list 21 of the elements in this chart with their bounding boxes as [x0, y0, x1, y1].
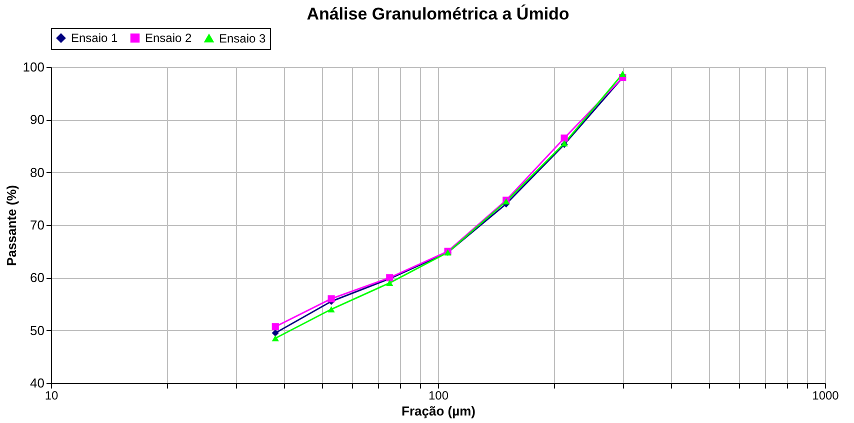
y-tick-label: 80 [30, 164, 44, 180]
point [619, 70, 626, 77]
point [328, 306, 335, 312]
x-axis-title: Fração (µm) [402, 404, 476, 418]
legend-label: Ensaio 1 [71, 31, 118, 46]
y-tick-label: 90 [30, 112, 44, 128]
chart-title: Análise Granulométrica a Úmido [306, 4, 570, 24]
y-tick-label: 40 [30, 376, 44, 390]
y-tick-label: 50 [30, 322, 44, 338]
x-tick-label: 1000 [812, 388, 840, 402]
x-tick-label: 100 [428, 388, 449, 402]
legend-label: Ensaio 2 [145, 31, 192, 46]
y-tick-label: 60 [30, 270, 44, 286]
point [560, 134, 568, 142]
x-tick-label: 10 [44, 388, 58, 402]
y-tick-label: 70 [30, 218, 44, 232]
point [328, 295, 335, 302]
point [386, 280, 394, 286]
legend-label: Ensaio 3 [219, 31, 266, 46]
y-tick-label: 100 [22, 60, 44, 74]
y-axis-title: Passante (%) [4, 185, 19, 266]
